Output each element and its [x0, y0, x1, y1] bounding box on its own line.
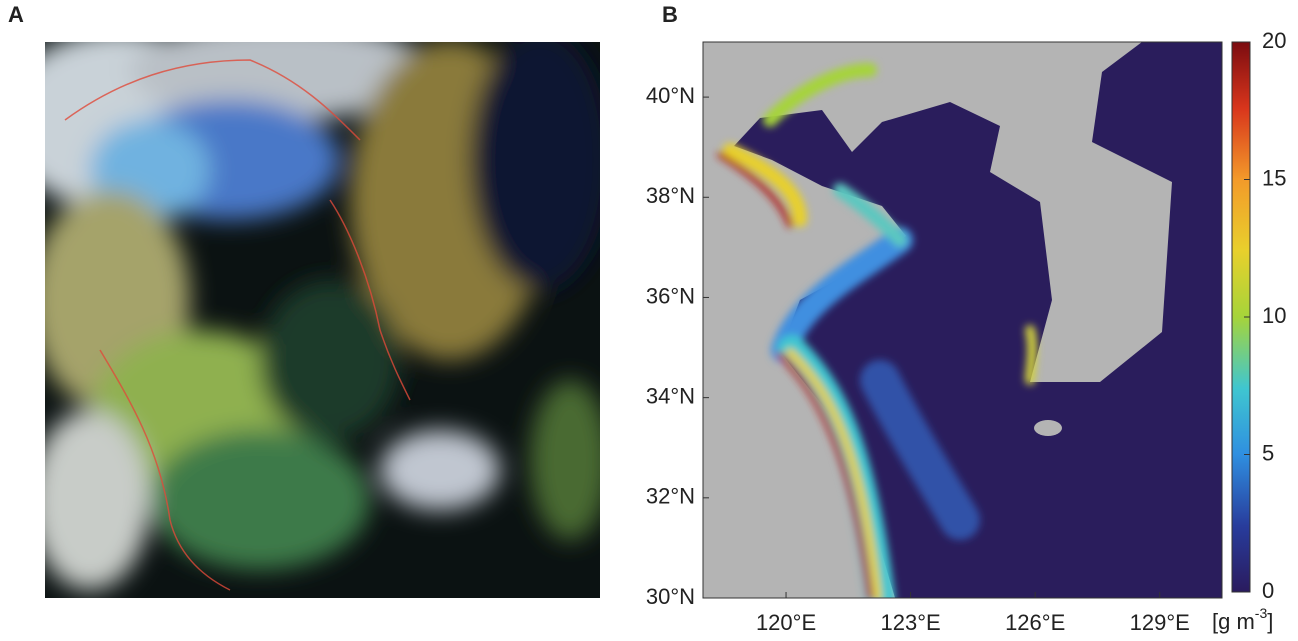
colorbar-tick-label: 15 [1262, 165, 1286, 190]
y-tick-label: 36°N [646, 283, 695, 308]
panel-label: A [8, 2, 24, 27]
colorbar-tick-label: 0 [1262, 578, 1274, 603]
y-tick-label: 32°N [646, 484, 695, 509]
panel-label: B [662, 2, 678, 27]
colorbar-unit: [g m-3] [1212, 605, 1273, 634]
y-tick-label: 40°N [646, 83, 695, 108]
colorbar-tick-label: 10 [1262, 303, 1286, 328]
y-tick-label: 30°N [646, 584, 695, 609]
axes-frame [702, 41, 1223, 599]
x-tick-label: 120°E [756, 610, 816, 635]
y-tick-label: 34°N [646, 383, 695, 408]
concentration-map [703, 42, 1222, 598]
x-tick-label: 123°E [881, 610, 941, 635]
colorbar-tick-label: 20 [1262, 28, 1286, 53]
x-tick-label: 129°E [1130, 610, 1190, 635]
colorbar-tick-label: 5 [1262, 440, 1274, 465]
y-tick-label: 38°N [646, 183, 695, 208]
x-tick-label: 126°E [1005, 610, 1065, 635]
satellite-image [45, 42, 600, 598]
